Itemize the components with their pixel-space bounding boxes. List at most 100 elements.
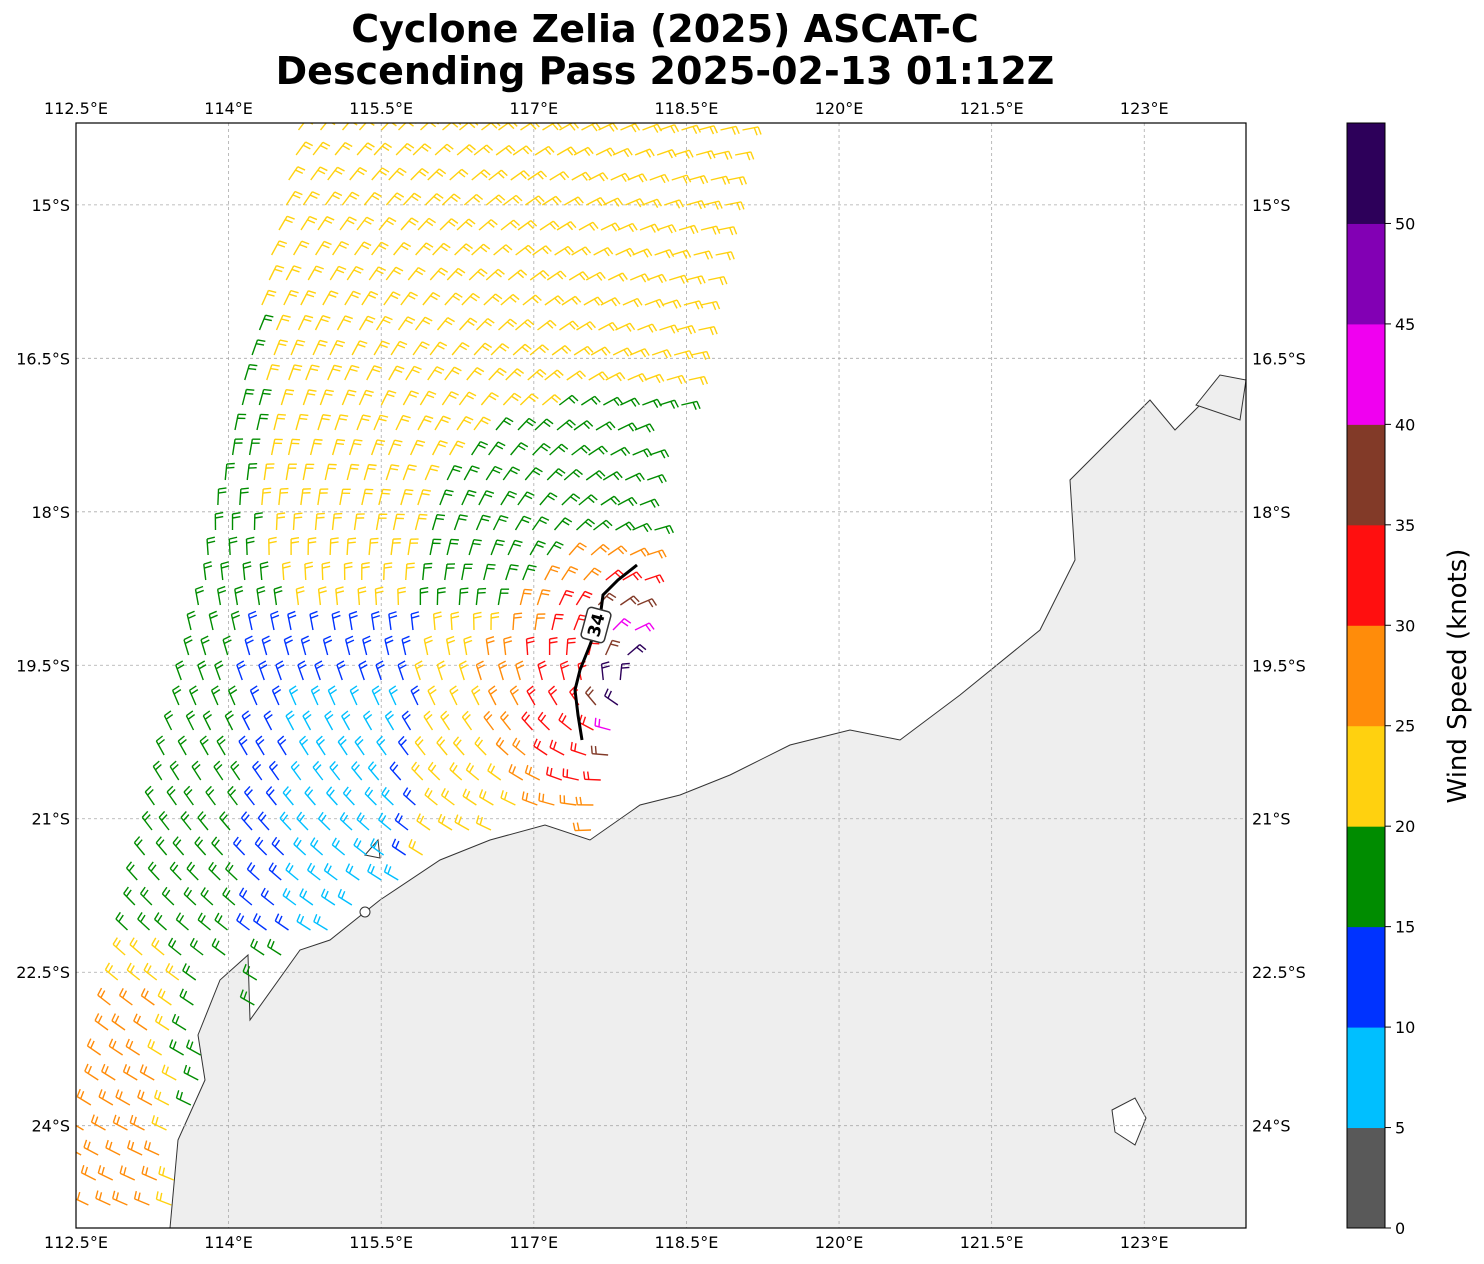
- wind-barb-176: [371, 167, 390, 181]
- wind-barb-629: [525, 636, 535, 656]
- wind-barb-71: [155, 836, 168, 856]
- colorbar-segment-1: [1347, 1027, 1385, 1129]
- wind-barb-186: [317, 414, 331, 431]
- wind-barb-327: [456, 144, 476, 156]
- wind-barb-543: [449, 685, 459, 706]
- wind-barb-241: [271, 685, 282, 706]
- wind-barb-253: [183, 1064, 199, 1081]
- wind-barb-419: [351, 761, 363, 781]
- wind-barb-707: [624, 472, 645, 482]
- wind-barb-449: [388, 685, 398, 706]
- wind-barb-436: [466, 367, 485, 381]
- wind-barb-431: [493, 244, 513, 256]
- wind-barb-185: [319, 389, 334, 406]
- wind-barb-534: [502, 466, 521, 481]
- wind-barb-445: [419, 586, 429, 606]
- map-content: 34: [76, 123, 1246, 1228]
- wind-barb-202: [219, 811, 231, 831]
- wind-barb-311: [322, 635, 333, 656]
- wind-barb-652: [578, 494, 598, 506]
- wind-barb-266: [373, 340, 390, 356]
- wind-barb-36: [94, 1013, 109, 1031]
- wind-barb-610: [627, 173, 648, 183]
- wind-barb-601: [497, 660, 508, 681]
- wind-barb-401: [458, 317, 478, 331]
- wind-barb-194: [270, 610, 280, 631]
- wind-barb-494: [532, 245, 552, 256]
- wind-barb-647: [605, 371, 626, 382]
- wind-barb-355: [293, 837, 307, 856]
- wind-barb-391: [299, 888, 314, 906]
- wind-barb-315: [298, 735, 309, 756]
- wind-barb-77: [118, 987, 133, 1006]
- wind-barb-572: [475, 660, 486, 681]
- wind-barb-746: [562, 768, 579, 781]
- wind-barb-482: [401, 710, 412, 731]
- lat-tick-right-0: 15°S: [1252, 196, 1291, 215]
- wind-barb-471: [471, 440, 488, 456]
- wind-barb-48: [285, 265, 302, 281]
- wind-barb-301: [380, 390, 397, 406]
- wind-barb-693: [698, 125, 718, 135]
- island-north: [1195, 374, 1246, 421]
- wind-barb-229: [341, 389, 357, 406]
- wind-barb-772: [572, 822, 592, 832]
- wind-barb-265: [375, 315, 393, 331]
- wind-barb-74: [137, 912, 150, 931]
- wind-barb-521: [573, 146, 594, 157]
- wind-barb-96: [288, 364, 303, 381]
- wind-barb-698: [671, 249, 692, 259]
- wind-barb-233: [317, 488, 329, 506]
- wind-barb-724: [703, 200, 723, 210]
- wind-barb-767: [604, 688, 619, 706]
- wind-barb-126: [112, 1114, 128, 1131]
- wind-barb-585: [585, 271, 606, 281]
- wind-barb-498: [512, 343, 532, 356]
- wind-barb-583: [600, 222, 621, 232]
- wind-barb-270: [348, 439, 363, 456]
- wind-barb-500: [502, 392, 522, 406]
- wind-barb-519: [383, 864, 399, 881]
- wind-barb-148: [259, 561, 269, 581]
- wind-barb-631: [509, 685, 519, 706]
- wind-barb-306: [353, 513, 365, 531]
- wind-barb-649: [595, 421, 616, 431]
- wind-barb-362: [471, 169, 491, 181]
- wind-barb-90: [317, 216, 335, 231]
- wind-barb-532: [517, 417, 537, 431]
- wind-barb-659: [537, 660, 547, 681]
- wind-barb-284: [265, 786, 277, 806]
- colorbar-segment-8: [1347, 323, 1385, 425]
- wind-barb-434: [475, 317, 495, 331]
- wind-barb-352: [312, 760, 324, 781]
- wind-barb-428: [510, 170, 530, 181]
- colorbar-tick-5: 25: [1395, 717, 1415, 736]
- wind-barb-182: [336, 315, 353, 331]
- wind-barb-212: [161, 1064, 177, 1081]
- wind-barb-230: [334, 414, 349, 431]
- wind-barb-207: [189, 937, 204, 956]
- wind-barb-600: [503, 636, 513, 656]
- wind-barb-383: [349, 685, 359, 706]
- wind-barb-555: [571, 246, 592, 256]
- wind-barb-321: [260, 887, 275, 906]
- wind-barb-314: [302, 710, 312, 731]
- wind-barb-403: [444, 366, 462, 381]
- wind-barb-485: [381, 786, 394, 806]
- wind-barb-656: [558, 589, 575, 606]
- wind-barb-42: [319, 123, 336, 131]
- wind-barb-735: [639, 498, 660, 508]
- wind-barb-153: [227, 685, 238, 706]
- wind-barb-41: [76, 1151, 82, 1156]
- wind-barb-359: [266, 938, 282, 956]
- wind-barb-342: [375, 513, 388, 531]
- wind-barb-174: [380, 123, 400, 131]
- wind-barb-347: [344, 635, 355, 656]
- wind-barb-680: [600, 495, 621, 506]
- wind-barb-592: [549, 443, 569, 456]
- wind-barb-248: [225, 861, 238, 881]
- wind-barb-618: [588, 371, 609, 381]
- wind-barb-177: [363, 191, 382, 206]
- map-panel[interactable]: 34: [67, 117, 1247, 1229]
- wind-barb-89: [324, 191, 343, 206]
